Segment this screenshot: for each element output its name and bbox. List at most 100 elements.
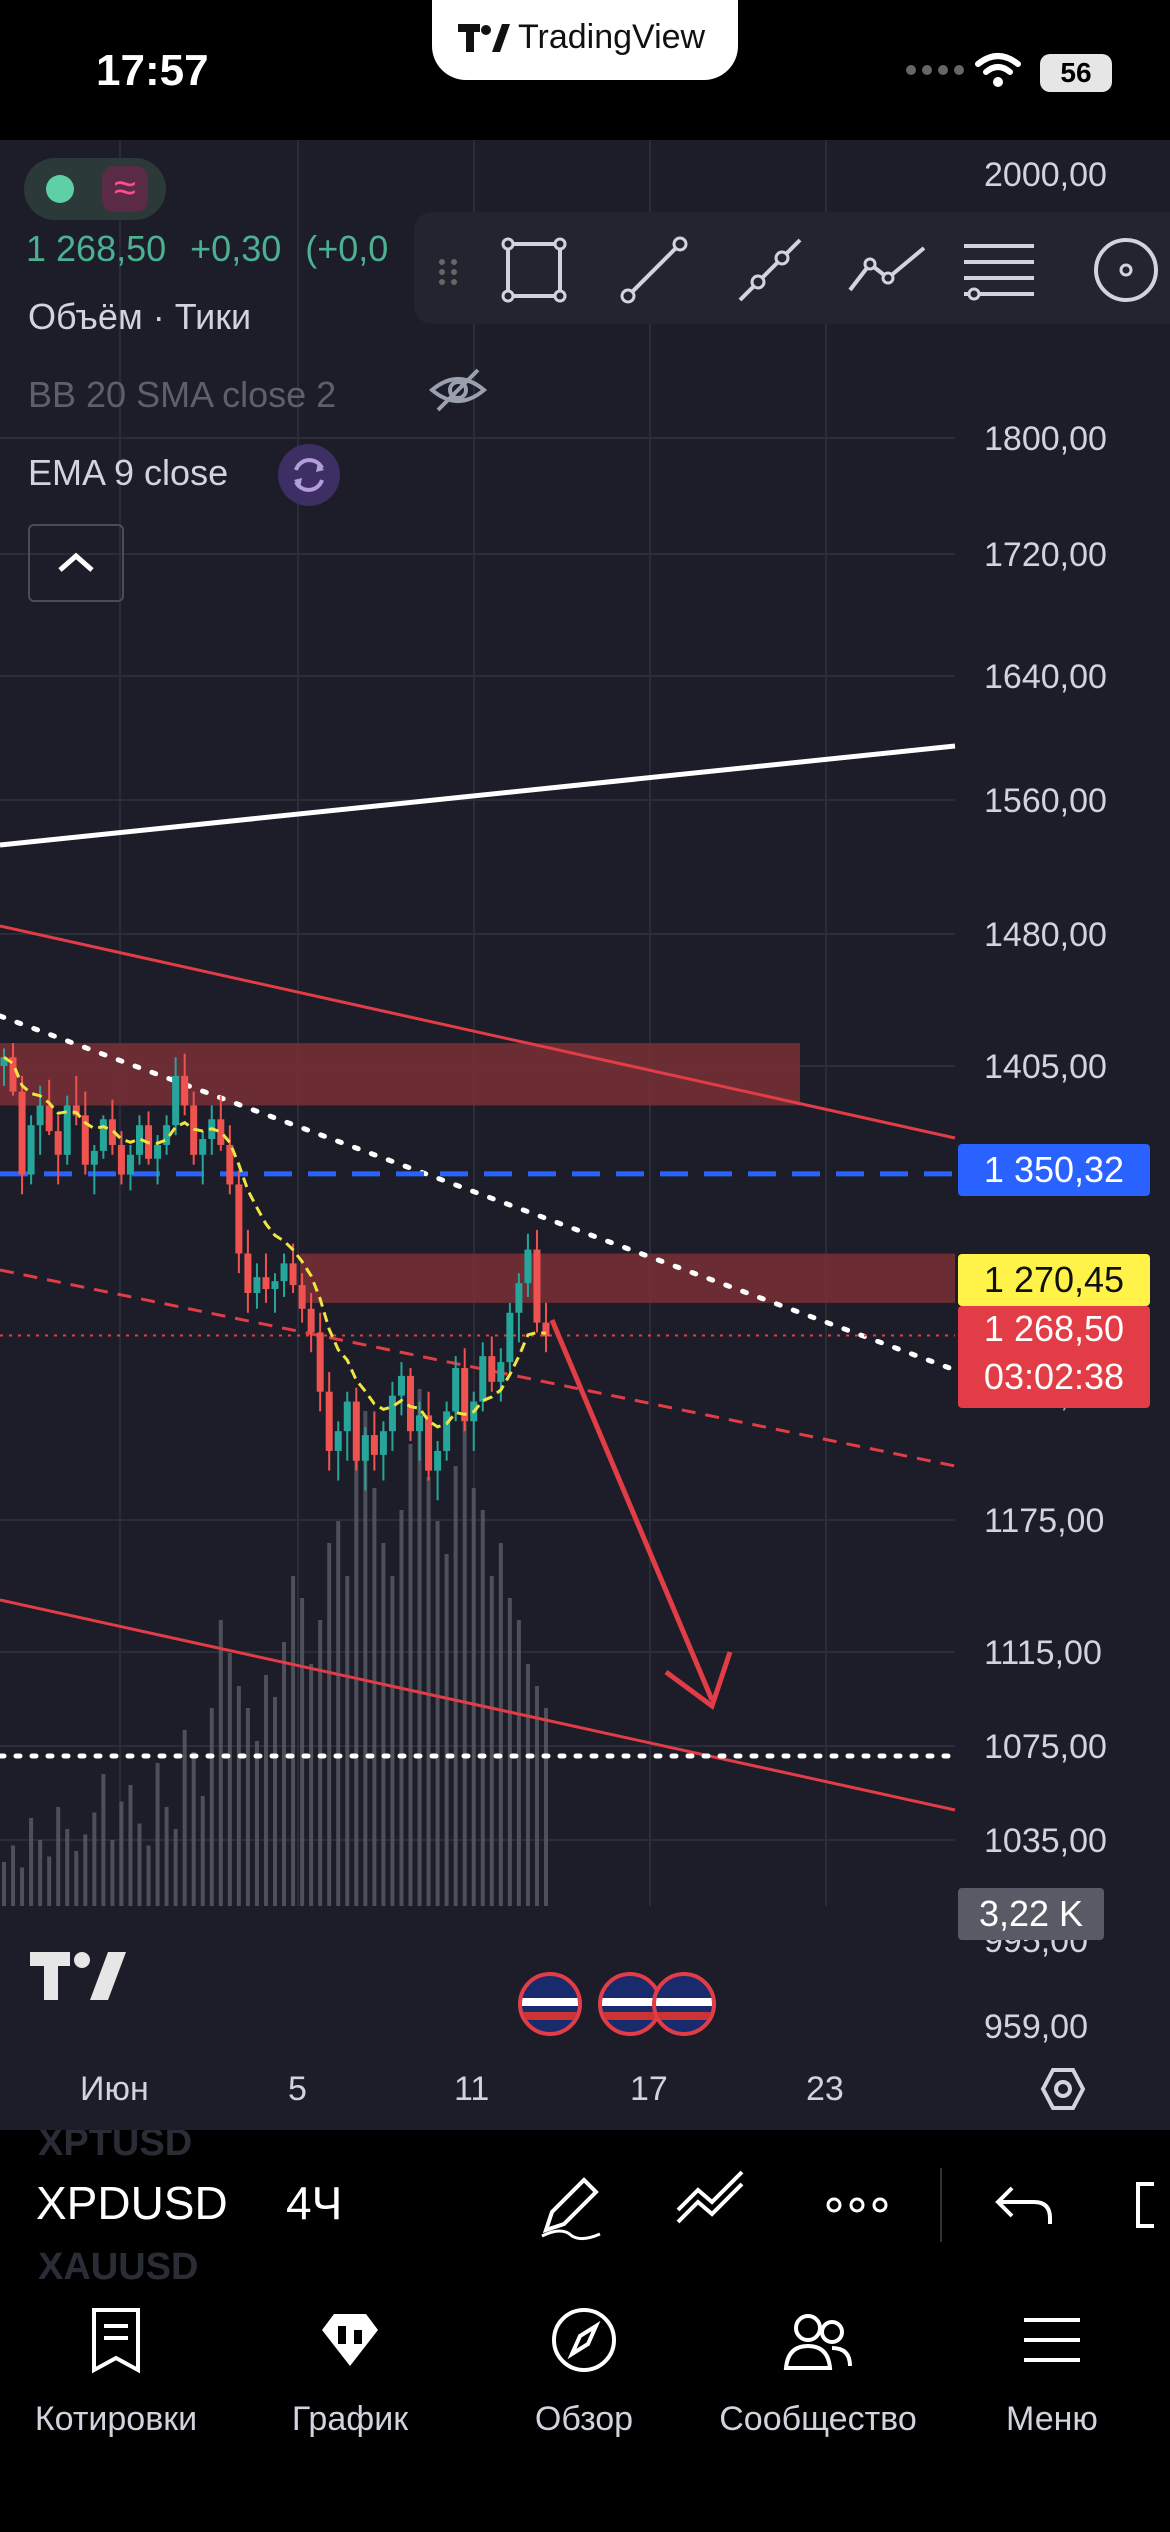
volume-bar	[173, 1829, 178, 1906]
candle-body	[542, 1322, 550, 1337]
fullscreen-icon[interactable]	[1124, 2166, 1170, 2244]
candle-body	[54, 1131, 62, 1155]
ema-line	[3, 1055, 547, 1429]
trend-line-icon[interactable]	[618, 234, 690, 306]
bar-countdown: 03:02:38	[983, 1356, 1125, 1397]
legend-bb-indicator[interactable]: BB 20 SMA close 2	[28, 374, 337, 415]
volume-bar	[309, 1664, 314, 1906]
more-icon[interactable]	[818, 2166, 896, 2244]
legend-toggle[interactable]: ≈	[24, 158, 166, 220]
time-label: 23	[806, 2070, 844, 2108]
chevron-up-icon	[58, 552, 94, 572]
symbol-bar: XPTUSD XPDUSD XAUUSD 4Ч	[0, 2130, 1170, 2280]
candle-body	[36, 1105, 44, 1126]
tab-label: Меню	[1006, 2400, 1098, 2438]
channel-line-lower	[0, 1598, 956, 1812]
tradingview-pill[interactable]: TradingView	[432, 0, 738, 80]
drag-handle-icon[interactable]	[428, 234, 468, 306]
candle-body	[388, 1395, 396, 1432]
path-icon[interactable]	[844, 234, 930, 306]
candle-body	[253, 1277, 261, 1293]
next-symbol[interactable]: XAUUSD	[38, 2246, 199, 2280]
volume-bar	[200, 1796, 205, 1906]
drawing-toolbar	[414, 212, 1170, 324]
legend-change: +0,30	[190, 228, 282, 269]
volume-bar	[191, 1752, 196, 1906]
price-label: 1175,00	[984, 1502, 1105, 1540]
blue-level-tag: 1 350,32	[958, 1144, 1150, 1196]
pencil-icon[interactable]	[532, 2166, 610, 2244]
volume-bar	[489, 1576, 494, 1906]
current-symbol[interactable]: XPDUSD	[36, 2177, 228, 2229]
ema-price-tag: 1 270,45	[958, 1254, 1150, 1306]
indicators-icon[interactable]	[672, 2166, 750, 2244]
candle-body	[63, 1105, 71, 1155]
volume-bar	[38, 1840, 43, 1906]
refresh-icon[interactable]	[278, 444, 340, 506]
brand-name: TradingView	[518, 18, 706, 56]
legend-price-line: 1 268,50 +0,30 (+0,0	[26, 228, 402, 270]
resistance-zone	[300, 1253, 955, 1303]
candle-body	[397, 1375, 405, 1396]
candle-body	[416, 1415, 424, 1432]
fib-retracement-icon[interactable]	[960, 234, 1038, 306]
tradingview-watermark-icon	[30, 1952, 126, 2000]
settings-icon[interactable]	[1040, 2066, 1086, 2112]
volume-bar	[137, 1823, 142, 1906]
wave-icon[interactable]: ≈	[102, 166, 148, 212]
volume-bar	[480, 1510, 485, 1906]
volume-bar	[2, 1862, 6, 1906]
volume-bar	[399, 1510, 404, 1906]
eye-off-icon[interactable]	[428, 366, 488, 414]
volume-bar	[128, 1785, 133, 1906]
current-price-value: 1 268,50	[983, 1308, 1125, 1349]
volume-bar	[155, 1763, 160, 1906]
us-flag-event-icon[interactable]	[518, 1972, 582, 2036]
volume-bar	[336, 1521, 341, 1906]
tab-menu[interactable]: Меню	[942, 2304, 1162, 2454]
channel-line-middle	[0, 1268, 956, 1468]
tab-community[interactable]: Сообщество	[708, 2304, 928, 2454]
volume-bar	[29, 1818, 34, 1906]
candle-body	[18, 1091, 26, 1175]
candle-body	[45, 1105, 53, 1132]
candle-body	[307, 1308, 315, 1333]
quotes-icon	[92, 2308, 140, 2374]
legend-volume-indicator[interactable]: Объём · Тики	[28, 296, 252, 337]
rectangle-icon[interactable]	[498, 234, 570, 306]
chart-area[interactable]: 2000,00 1800,00 1720,00 1640,00 1560,00 …	[0, 140, 1170, 2130]
volume-bar	[47, 1856, 52, 1906]
price-chart[interactable]	[0, 140, 1170, 1906]
us-flag-event-icon[interactable]	[652, 1972, 716, 2036]
volume-bar	[444, 1554, 449, 1906]
candle-body	[443, 1411, 451, 1451]
tab-overview[interactable]: Обзор	[474, 2304, 694, 2454]
ray-icon[interactable]	[734, 234, 806, 306]
candle-body	[235, 1184, 243, 1254]
current-price-tag: 1 268,50 03:02:38	[958, 1306, 1150, 1408]
volume-bar	[65, 1829, 70, 1906]
circle-icon[interactable]	[1080, 234, 1170, 306]
volume-bar	[56, 1807, 61, 1906]
price-label: 2000,00	[984, 156, 1107, 194]
undo-icon[interactable]	[986, 2166, 1064, 2244]
time-axis[interactable]: Июн 5 11 17 23	[0, 2046, 1170, 2130]
chart-icon	[322, 2314, 378, 2366]
candle-body	[488, 1356, 496, 1382]
status-time: 17:57	[96, 46, 209, 95]
compass-icon	[552, 2308, 616, 2372]
candle-body	[163, 1125, 171, 1145]
collapse-legend-button[interactable]	[28, 524, 124, 602]
tab-quotes[interactable]: Котировки	[6, 2304, 226, 2454]
time-label: 17	[630, 2070, 668, 2108]
volume-bar	[236, 1686, 241, 1906]
volume-bar	[92, 1812, 97, 1906]
candle-body	[72, 1105, 80, 1116]
interval-selector[interactable]: 4Ч	[286, 2177, 343, 2229]
volume-bar	[426, 1477, 431, 1906]
price-label: 1115,00	[984, 1634, 1102, 1672]
prev-symbol[interactable]: XPTUSD	[38, 2130, 193, 2164]
legend-ema-indicator[interactable]: EMA 9 close	[28, 452, 229, 493]
tab-chart[interactable]: График	[240, 2304, 460, 2454]
price-label: 1035,00	[984, 1822, 1107, 1860]
